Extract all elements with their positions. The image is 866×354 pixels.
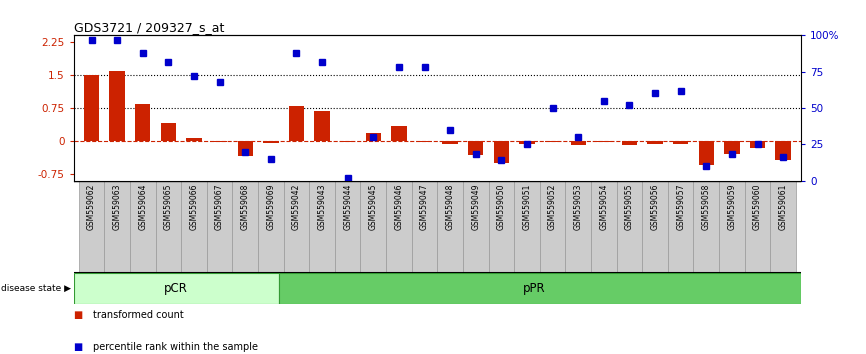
Text: percentile rank within the sample: percentile rank within the sample	[93, 342, 258, 352]
Text: GSM559061: GSM559061	[779, 183, 787, 230]
Bar	[443, 141, 458, 144]
Text: GSM559064: GSM559064	[139, 183, 147, 230]
Bar	[699, 141, 714, 165]
Text: GSM559065: GSM559065	[164, 183, 173, 230]
Text: GSM559043: GSM559043	[318, 183, 326, 230]
Text: GSM559063: GSM559063	[113, 183, 121, 230]
Text: GSM559058: GSM559058	[701, 183, 711, 230]
Text: GSM559053: GSM559053	[573, 183, 583, 230]
Bar	[617, 181, 643, 273]
Text: GSM559049: GSM559049	[471, 183, 481, 230]
Bar	[775, 141, 791, 160]
Bar	[263, 141, 279, 143]
Text: GSM559069: GSM559069	[267, 183, 275, 230]
Bar	[643, 181, 668, 273]
Text: GSM559051: GSM559051	[522, 183, 532, 230]
Bar	[494, 141, 509, 162]
Bar	[745, 181, 771, 273]
Text: transformed count: transformed count	[93, 310, 184, 320]
Bar	[514, 181, 540, 273]
Bar	[468, 141, 483, 155]
Text: pPR: pPR	[523, 282, 546, 295]
Bar	[411, 181, 437, 273]
Bar	[84, 75, 100, 141]
Text: GSM559045: GSM559045	[369, 183, 378, 230]
Bar	[391, 126, 407, 141]
Text: GSM559060: GSM559060	[753, 183, 762, 230]
Bar	[724, 141, 740, 154]
Text: GSM559050: GSM559050	[497, 183, 506, 230]
Bar	[771, 181, 796, 273]
Text: GDS3721 / 209327_s_at: GDS3721 / 209327_s_at	[74, 21, 224, 34]
Bar	[309, 181, 335, 273]
Text: GSM559048: GSM559048	[446, 183, 455, 230]
Bar	[694, 181, 719, 273]
Bar	[284, 181, 309, 273]
Text: GSM559044: GSM559044	[343, 183, 352, 230]
Bar	[207, 181, 232, 273]
Text: GSM559066: GSM559066	[190, 183, 198, 230]
Bar	[109, 72, 125, 141]
Bar	[130, 181, 156, 273]
Bar	[365, 133, 381, 141]
Bar	[437, 181, 463, 273]
Bar	[135, 104, 151, 141]
Text: pCR: pCR	[165, 282, 188, 295]
Bar	[288, 106, 304, 141]
Bar	[648, 141, 662, 144]
Bar	[186, 138, 202, 141]
Bar	[545, 141, 560, 142]
Bar	[314, 111, 330, 141]
Text: GSM559052: GSM559052	[548, 183, 557, 230]
Bar	[279, 273, 801, 304]
Text: GSM559055: GSM559055	[625, 183, 634, 230]
Bar	[386, 181, 411, 273]
Text: GSM559068: GSM559068	[241, 183, 249, 230]
Bar	[181, 181, 207, 273]
Bar	[360, 181, 386, 273]
Bar	[520, 141, 534, 144]
Text: GSM559047: GSM559047	[420, 183, 429, 230]
Text: GSM559042: GSM559042	[292, 183, 301, 230]
Bar	[673, 141, 688, 144]
Bar	[668, 181, 694, 273]
Bar	[237, 141, 253, 156]
Bar	[156, 181, 181, 273]
Bar	[335, 181, 360, 273]
Bar	[79, 181, 104, 273]
Bar	[596, 141, 611, 142]
Bar	[340, 141, 355, 142]
Text: GSM559056: GSM559056	[650, 183, 660, 230]
Bar	[161, 123, 176, 141]
Bar	[540, 181, 565, 273]
Bar	[212, 141, 227, 142]
Text: GSM559062: GSM559062	[87, 183, 96, 230]
Bar	[565, 181, 591, 273]
Bar	[417, 141, 432, 142]
Bar	[74, 273, 279, 304]
Text: disease state ▶: disease state ▶	[1, 284, 71, 293]
Bar	[719, 181, 745, 273]
Text: ■: ■	[74, 310, 83, 320]
Text: GSM559067: GSM559067	[215, 183, 224, 230]
Text: GSM559046: GSM559046	[394, 183, 404, 230]
Bar	[232, 181, 258, 273]
Bar	[622, 141, 637, 145]
Bar	[750, 141, 766, 148]
Bar	[591, 181, 617, 273]
Bar	[571, 141, 586, 145]
Text: GSM559057: GSM559057	[676, 183, 685, 230]
Bar	[258, 181, 284, 273]
Bar	[104, 181, 130, 273]
Text: GSM559059: GSM559059	[727, 183, 736, 230]
Text: ■: ■	[74, 342, 83, 352]
Text: GSM559054: GSM559054	[599, 183, 608, 230]
Bar	[488, 181, 514, 273]
Bar	[463, 181, 488, 273]
